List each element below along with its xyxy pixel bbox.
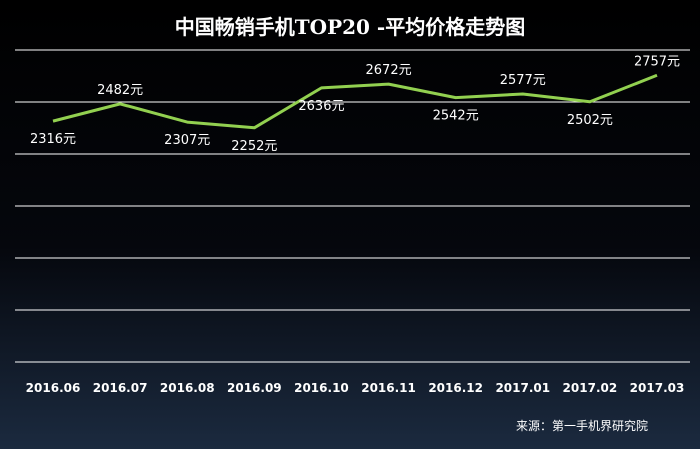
data-label: 2502元 xyxy=(567,113,613,128)
x-tick-label: 2017.01 xyxy=(495,381,550,395)
data-labels: 2316元 2482元 2307元 2252元 2636元 2672元 2542元 2577元… xyxy=(30,54,680,154)
x-tick-label: 2016.08 xyxy=(160,381,215,395)
data-label: 2542元 xyxy=(433,109,479,124)
data-label: 2482元 xyxy=(97,83,143,98)
x-tick-label: 2017.02 xyxy=(563,381,618,395)
data-label: 2577元 xyxy=(500,73,546,88)
data-label: 2316元 xyxy=(30,132,76,147)
x-tick-label: 2016.07 xyxy=(93,381,148,395)
x-axis-ticks: 2016.06 2016.07 2016.08 2016.09 2016.10 2016.… xyxy=(26,381,685,395)
data-label: 2636元 xyxy=(298,99,344,114)
x-tick-label: 2016.12 xyxy=(428,381,483,395)
x-tick-label: 2016.11 xyxy=(361,381,416,395)
x-tick-label: 2016.06 xyxy=(26,381,81,395)
x-tick-label: 2016.09 xyxy=(227,381,282,395)
data-label: 2307元 xyxy=(164,133,210,148)
x-tick-label: 2016.10 xyxy=(294,381,349,395)
data-label: 2757元 xyxy=(634,54,680,69)
data-label: 2672元 xyxy=(366,63,412,78)
x-tick-label: 2017.03 xyxy=(630,381,685,395)
data-label: 2252元 xyxy=(231,139,277,154)
chart-title: 中国畅销手机TOP20 -平均价格走势图 xyxy=(175,15,525,39)
source-note: 来源：第一手机界研究院 xyxy=(516,418,648,433)
gridlines xyxy=(15,49,690,363)
series-line xyxy=(52,73,658,130)
